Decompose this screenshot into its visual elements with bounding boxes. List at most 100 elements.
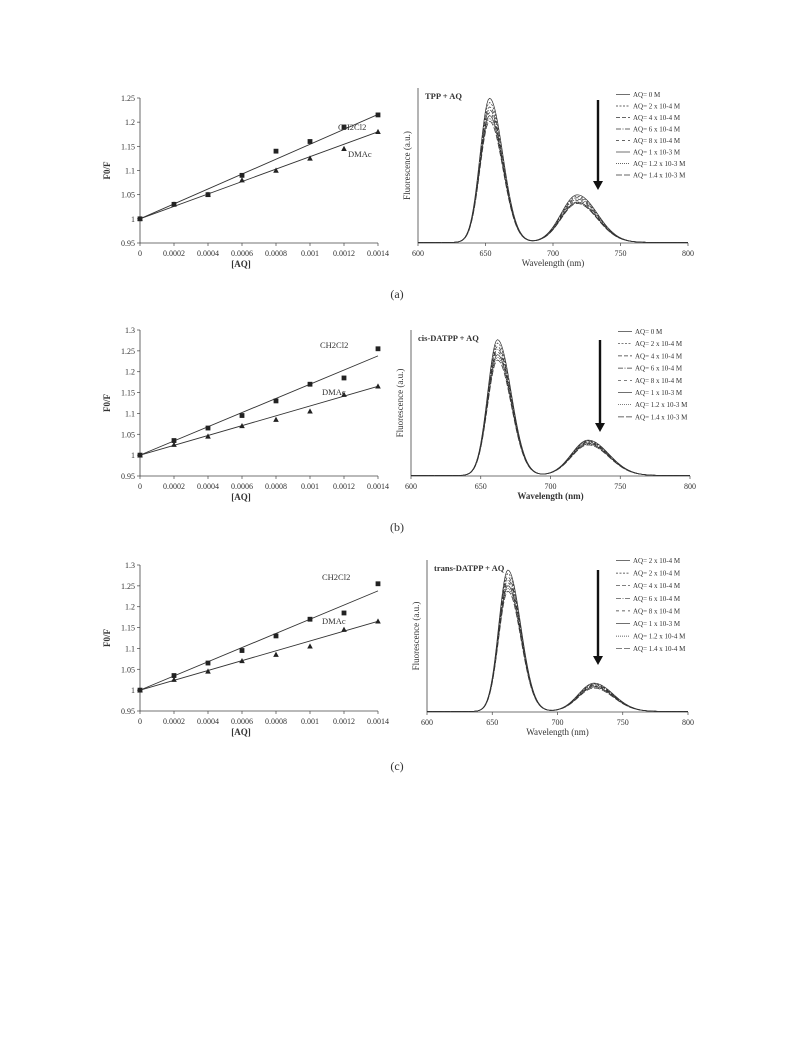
data-point-ch2cl2 [239, 413, 245, 418]
spectrum-curve-8 [427, 590, 688, 712]
legend-entry: AQ= 8 x 10-4 M [635, 377, 683, 385]
x-tick-label: 750 [615, 249, 627, 258]
legend-entry: AQ= 8 x 10-4 M [633, 137, 681, 145]
y-tick-label: 1 [131, 451, 135, 460]
y-tick-label: 1.2 [125, 118, 135, 127]
x-tick-label: 600 [412, 249, 424, 258]
legend-entry: AQ= 2 x 10-4 M [635, 340, 683, 348]
data-point-dmac [375, 383, 381, 389]
data-point-dmac [171, 441, 177, 447]
data-point-dmac [137, 215, 143, 222]
panel-label-1: (a) [390, 287, 403, 301]
data-point-dmac [341, 391, 347, 397]
y-tick-label: 1.15 [121, 142, 135, 151]
quench-arrow-head [593, 181, 603, 190]
fluorescence-chart-3: 600 650 700 750 800 Wavelength (nm) Fluorescen… [411, 557, 694, 737]
legend-entry: AQ= 4 x 10-4 M [633, 114, 681, 122]
data-point-dmac [273, 167, 279, 173]
x-tick-label: 0.001 [301, 482, 319, 491]
data-point-dmac [375, 128, 381, 135]
data-point-ch2cl2 [375, 346, 381, 352]
y-tick-label: 1.2 [125, 368, 135, 377]
fluorescence-chart-2: 600 650 700 750 800 Wavelength (nm) Fluorescen… [395, 328, 696, 501]
y-tick-label: 1.15 [121, 389, 135, 398]
x-tick-label: 0.0008 [265, 717, 287, 726]
data-point-ch2cl2 [205, 425, 211, 431]
data-point-ch2cl2 [341, 124, 347, 130]
legend-entry: AQ= 4 x 10-4 M [635, 352, 683, 360]
y-tick-label: 1.3 [125, 326, 135, 335]
y-axis-label: F0/F [102, 629, 112, 647]
legend-entry: AQ= 1 x 10-3 M [633, 620, 681, 628]
y-axis-label: Fluorescence (a.u.) [411, 602, 421, 671]
y-tick-label: 0.95 [121, 472, 135, 481]
y-tick-label: 1.3 [125, 561, 135, 570]
data-point-ch2cl2 [239, 648, 245, 653]
legend-entry: AQ= 1 x 10-3 M [633, 149, 681, 157]
data-point-dmac [273, 416, 279, 422]
x-tick-label: 700 [545, 482, 557, 491]
x-tick-label: 0.0012 [333, 717, 355, 726]
scatter-chart-2: 0.95 1 1.05 1.1 1.15 1.2 1.25 1.3 0 0.0002 0.0004 0… [102, 326, 389, 502]
series-label-dmac: DMAc [322, 387, 346, 397]
legend-entry: AQ= 2 x 10-4 M [633, 557, 681, 565]
legend-entry: AQ= 4 x 10-4 M [633, 582, 681, 590]
series-label-dmac: DMAc [322, 616, 346, 626]
spectrum-curve-8 [418, 120, 688, 243]
x-tick-label: 600 [421, 718, 433, 727]
legend-entry: AQ= 1.4 x 10-4 M [633, 645, 686, 653]
y-axis-label: Fluorescence (a.u.) [402, 131, 412, 200]
spectrum-curve-7 [411, 356, 690, 476]
x-tick-label: 0 [138, 717, 142, 726]
legend-entry: AQ= 0 M [633, 91, 661, 99]
legend-entry: AQ= 1.2 x 10-3 M [635, 401, 688, 409]
fluorescence-chart-1: 600 650 700 750 800 Wavelength (nm) Fluorescen… [402, 88, 694, 268]
y-tick-label: 1.1 [125, 644, 135, 653]
legend-entry: AQ= 2 x 10-4 M [633, 103, 681, 111]
x-tick-label: 800 [682, 718, 694, 727]
x-tick-label: 0.0002 [163, 249, 185, 258]
x-tick-label: 600 [405, 482, 417, 491]
legend-entry: AQ= 0 M [635, 328, 663, 336]
data-point-dmac [273, 651, 279, 657]
series-label-dmac: DMAc [348, 149, 372, 159]
series-label-ch2cl2: CH2Cl2 [338, 122, 366, 132]
x-tick-label: 0.0002 [163, 717, 185, 726]
data-point-dmac [205, 433, 211, 439]
x-tick-label: 0.001 [301, 249, 319, 258]
x-tick-label: 0 [138, 249, 142, 258]
series-label-ch2cl2: CH2Cl2 [320, 340, 348, 350]
data-point-ch2cl2 [205, 660, 211, 666]
x-tick-label: 0.0008 [265, 482, 287, 491]
data-point-ch2cl2 [171, 438, 177, 443]
data-point-ch2cl2 [375, 112, 381, 118]
chart-title: cis-DATPP + AQ [418, 333, 479, 343]
legend-entry: AQ= 8 x 10-4 M [633, 607, 681, 615]
y-tick-label: 1 [131, 686, 135, 695]
fit-line-ch2cl2 [139, 590, 379, 691]
data-point-dmac [205, 668, 211, 674]
x-tick-label: 0.0006 [231, 717, 253, 726]
data-point-ch2cl2 [171, 673, 177, 678]
y-tick-label: 0.95 [121, 707, 135, 716]
data-point-ch2cl2 [341, 610, 347, 616]
scatter-chart-3: 0.95 1 1.05 1.1 1.15 1.2 1.25 1.3 0 0.0002 0.0004 0… [102, 561, 389, 737]
panel-label-3: (c) [390, 759, 403, 773]
legend-entry: AQ= 6 x 10-4 M [635, 365, 683, 373]
legend-entry: AQ= 1.4 x 10-3 M [633, 172, 686, 180]
legend-entry: AQ= 6 x 10-4 M [633, 126, 681, 134]
x-tick-label: 650 [480, 249, 492, 258]
x-axis-label: [AQ] [231, 492, 251, 502]
data-point-dmac [341, 626, 347, 632]
data-point-ch2cl2 [273, 398, 279, 404]
data-point-dmac [205, 191, 211, 197]
fit-line-dmac [139, 620, 379, 691]
legend-entry: AQ= 2 x 10-4 M [633, 570, 681, 578]
data-point-ch2cl2 [239, 172, 245, 178]
y-tick-label: 1 [131, 215, 135, 224]
x-axis-label: Wavelength (nm) [526, 727, 589, 737]
data-point-dmac [171, 676, 177, 682]
data-point-dmac [239, 422, 245, 429]
y-tick-label: 1.25 [121, 94, 135, 103]
y-tick-label: 1.1 [125, 409, 135, 418]
